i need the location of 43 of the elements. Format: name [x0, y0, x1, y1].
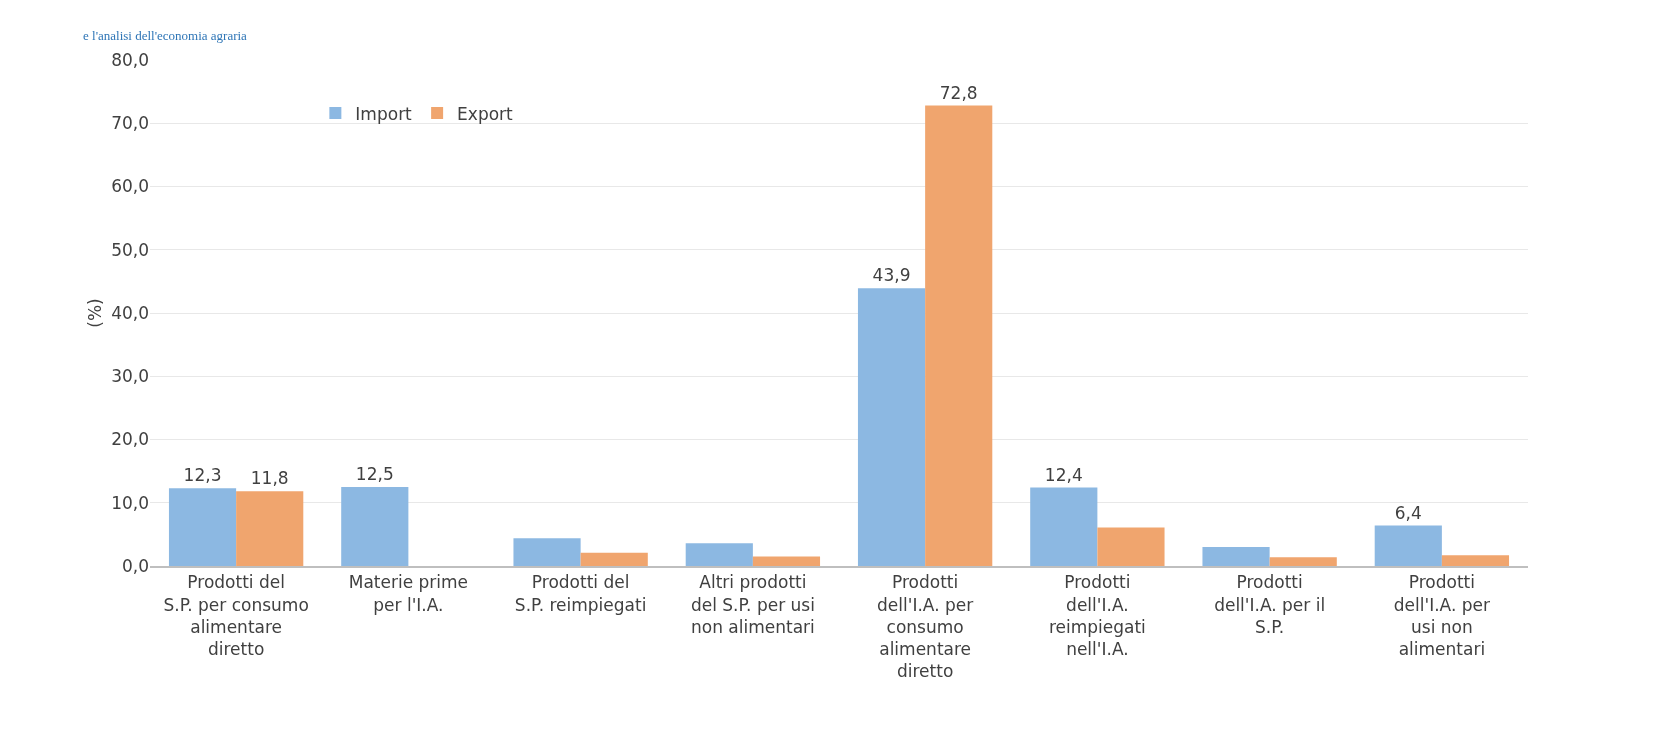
- bar: [168, 488, 237, 566]
- bar: [1097, 527, 1165, 566]
- y-tick-label: 60,0: [111, 176, 149, 197]
- y-tick-label: 20,0: [111, 429, 149, 450]
- y-tick-label: 40,0: [111, 302, 149, 323]
- y-tick-label: 70,0: [111, 113, 149, 134]
- legend-label: Import: [355, 103, 413, 124]
- bar: [580, 552, 648, 566]
- text: e l'analisi dell'economia agraria: [83, 28, 248, 43]
- x-tick-label: Prodotti dell'I.A. reimpiegati nell'I.A.: [1048, 572, 1146, 659]
- x-tick-label: Materie prime per l'I.A.: [348, 572, 469, 615]
- bar: [1269, 557, 1337, 566]
- y-tick-label: 30,0: [111, 366, 149, 387]
- bar: [685, 543, 753, 566]
- bar: [341, 486, 409, 566]
- bar: [1441, 555, 1510, 566]
- y-tick-label: 0,0: [121, 555, 149, 576]
- data-label: 72,8: [939, 82, 978, 103]
- y-tick-label: 10,0: [111, 492, 149, 513]
- x-tick-label: Prodotti dell'I.A. per usi non alimentari: [1393, 572, 1490, 659]
- data-label: 11,8: [250, 468, 289, 489]
- y-axis-title: (%): [84, 298, 105, 328]
- y-tick-label: 50,0: [111, 239, 149, 260]
- data-label: 12,5: [355, 463, 394, 484]
- data-label: 43,9: [872, 265, 911, 286]
- bar: [236, 491, 304, 566]
- data-label: 12,3: [183, 465, 222, 486]
- bar: [1374, 525, 1442, 566]
- bar: [857, 288, 926, 566]
- x-tick-label: Prodotti del S.P. per consumo alimentare diretto: [163, 572, 309, 659]
- data-label: 6,4: [1394, 502, 1422, 523]
- x-tick-label: Prodotti dell'I.A. per il S.P.: [1214, 572, 1326, 637]
- legend-label: Export: [457, 103, 514, 124]
- data-label: 12,4: [1044, 464, 1083, 485]
- bar: [1202, 547, 1270, 566]
- y-tick-label: 80,0: [111, 49, 149, 70]
- bar: [1030, 487, 1098, 566]
- x-tick-label: Altri prodotti del S.P. per usi non alimentari: [690, 572, 815, 637]
- bar: [513, 538, 581, 566]
- x-tick-label: Prodotti del S.P. reimpiegati: [514, 572, 647, 615]
- bar: [752, 556, 821, 566]
- bar: [925, 105, 993, 566]
- x-tick-label: Prodotti dell'I.A. per consumo alimentare diretto: [877, 572, 974, 681]
